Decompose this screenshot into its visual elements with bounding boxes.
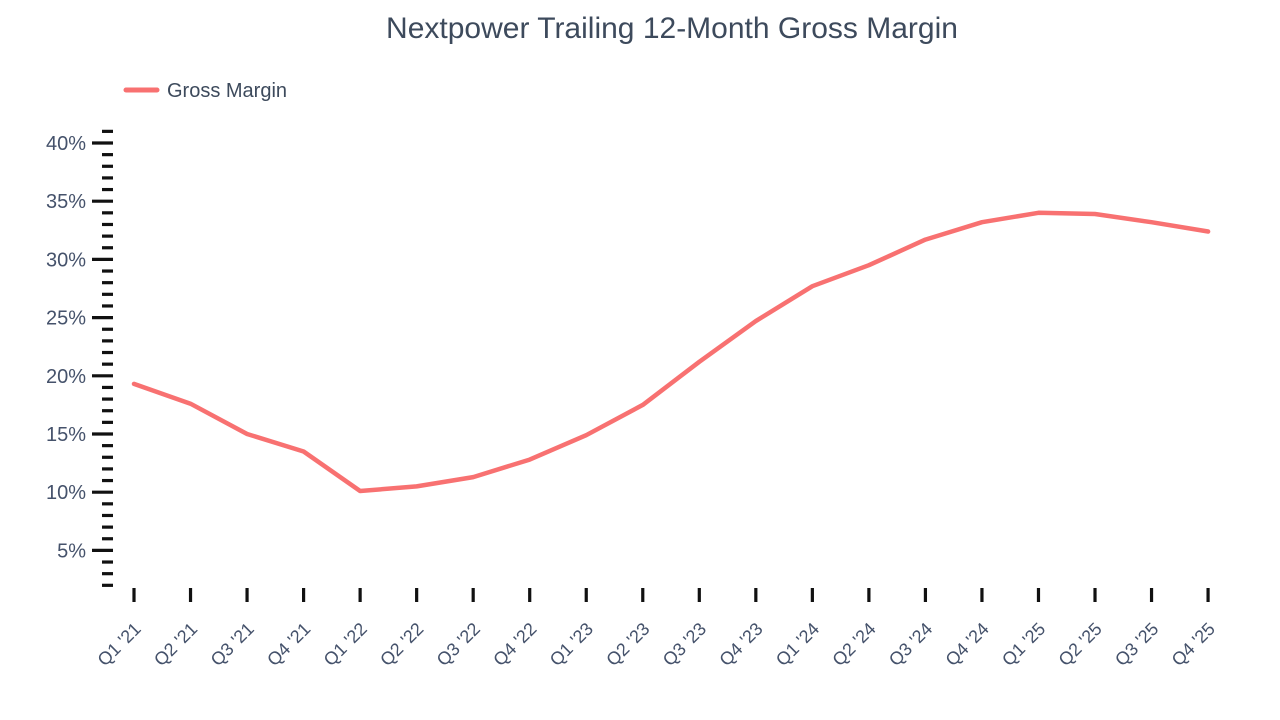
y-axis-label: 35% [46,191,86,213]
gross-margin-line [131,210,1211,494]
legend[interactable]: Gross Margin [123,80,287,102]
x-axis-label: Q4 '22 [489,619,540,670]
x-axis-label: Q4 '24 [942,619,993,670]
x-axis-label: Q1 '24 [772,619,823,670]
x-axis-label: Q3 '24 [885,619,936,670]
x-axis-label: Q3 '22 [433,619,484,670]
y-axis-label: 40% [46,133,86,155]
y-axis-label: 5% [57,540,86,562]
y-axis-label: 20% [46,366,86,388]
y-axis-label: 10% [46,482,86,504]
x-axis-label: Q3 '25 [1111,619,1162,670]
x-axis-label: Q2 '25 [1055,619,1106,670]
x-axis-label: Q1 '23 [546,619,597,670]
x-axis-label: Q3 '21 [207,619,258,670]
chart-title: Nextpower Trailing 12-Month Gross Margin [386,12,958,45]
y-axis-ticks [92,129,113,587]
y-axis-labels: 40% 35% 30% 25% 20% 15% 10% 5% [46,133,86,562]
legend-label: Gross Margin [167,80,287,102]
y-axis-label: 15% [46,424,86,446]
x-axis-label: Q2 '24 [828,619,879,670]
x-axis-ticks [132,588,1210,602]
x-axis-label: Q1 '21 [94,619,145,670]
x-axis-label: Q3 '23 [659,619,710,670]
x-axis-label: Q4 '23 [715,619,766,670]
x-axis-label: Q1 '22 [320,619,371,670]
x-axis-label: Q4 '21 [263,619,314,670]
y-axis-label: 25% [46,308,86,330]
x-axis-label: Q1 '25 [998,619,1049,670]
x-axis-label: Q2 '22 [376,619,427,670]
x-axis-label: Q2 '21 [150,619,201,670]
x-axis-label: Q2 '23 [602,619,653,670]
y-axis-label: 30% [46,249,86,271]
x-axis-labels: Q1 '21 Q2 '21 Q3 '21 Q4 '21 Q1 '22 Q2 '22 Q3 '… [94,619,1219,670]
x-axis-label: Q4 '25 [1168,619,1219,670]
